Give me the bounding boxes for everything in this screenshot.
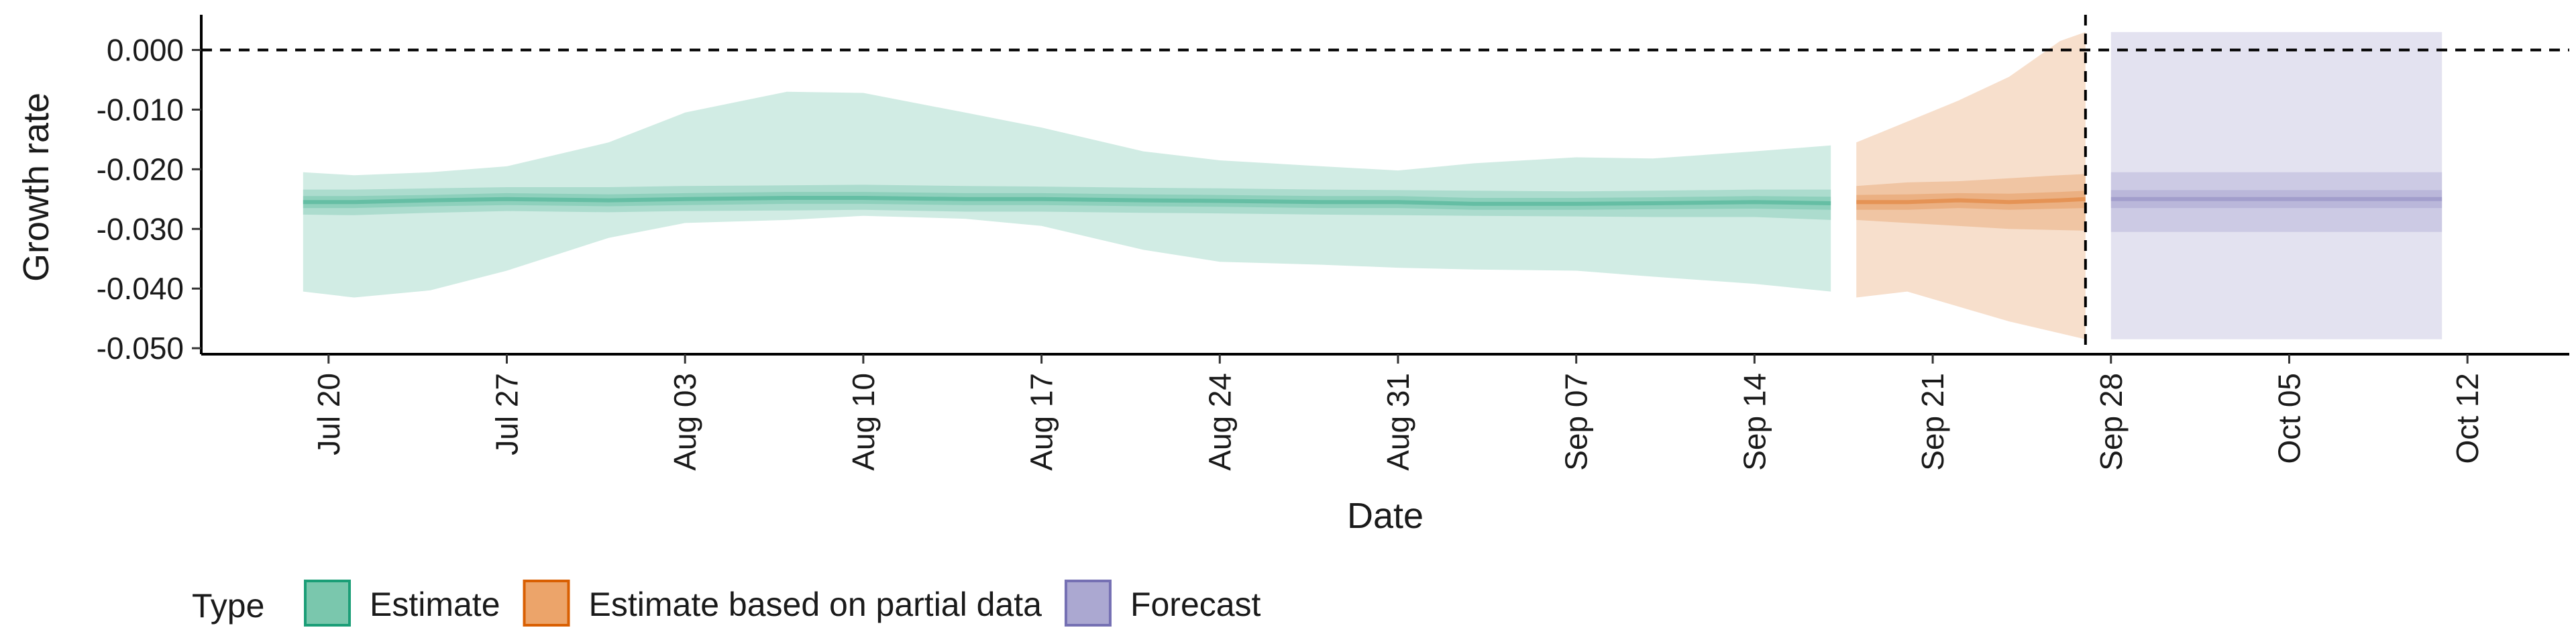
estimate-median-line — [303, 196, 1831, 206]
x-tick-label: Aug 24 — [1202, 373, 1237, 471]
x-axis-title: Date — [1347, 496, 1424, 536]
estimate-based-on-partial-data-band-90 — [1856, 32, 2086, 339]
x-tick-label: Aug 03 — [667, 373, 702, 471]
x-tick-label: Sep 21 — [1915, 373, 1950, 471]
x-tick-label: Oct 05 — [2271, 373, 2306, 464]
estimate-band-50 — [303, 184, 1831, 220]
x-tick-label: Sep 07 — [1559, 373, 1594, 471]
legend-label-estimate-based-on-partial-data: Estimate based on partial data — [589, 586, 1042, 623]
ribbon-layer — [303, 32, 2443, 339]
x-tick-label: Jul 20 — [311, 373, 346, 455]
legend-key-estimate — [304, 580, 351, 627]
estimate-based-on-partial-data-band-50 — [1856, 174, 2086, 231]
x-tick-label: Aug 17 — [1024, 373, 1059, 471]
legend: Type Estimate Estimate based on partial d… — [192, 580, 1261, 627]
x-tick-label: Sep 14 — [1737, 373, 1772, 471]
axes: 0.000 -0.010 -0.020 -0.030 -0.040 -0.050 Jul 2… — [97, 15, 2569, 471]
x-tick-label: Jul 27 — [489, 373, 524, 455]
y-tick-label: -0.020 — [97, 152, 184, 186]
estimate-band-20 — [303, 192, 1831, 210]
legend-key-estimate-based-on-partial-data — [523, 580, 570, 627]
reference-lines — [201, 15, 2569, 354]
estimate-based-on-partial-data-median-line — [1856, 197, 2086, 205]
y-axis-title: Growth rate — [16, 93, 56, 282]
x-tick-label: Aug 31 — [1381, 373, 1415, 471]
legend-title: Type — [192, 587, 264, 625]
x-tick-label: Oct 12 — [2450, 373, 2485, 464]
legend-label-forecast: Forecast — [1130, 586, 1261, 623]
y-tick-label: -0.010 — [97, 92, 184, 127]
x-tick-label: Sep 28 — [2094, 373, 2129, 471]
legend-key-forecast — [1064, 580, 1112, 627]
y-tick-label: -0.030 — [97, 211, 184, 246]
legend-label-estimate: Estimate — [370, 586, 500, 623]
y-tick-label: 0.000 — [107, 32, 184, 67]
estimate-band-90 — [303, 91, 1831, 298]
y-tick-label: -0.050 — [97, 331, 184, 366]
y-tick-label: -0.040 — [97, 271, 184, 306]
forecast-band-90 — [2110, 32, 2443, 339]
forecast-band-50 — [2110, 172, 2443, 232]
estimate-based-on-partial-data-band-20 — [1856, 191, 2086, 210]
x-tick-label: Aug 10 — [846, 373, 881, 471]
forecast-band-20 — [2110, 190, 2443, 209]
